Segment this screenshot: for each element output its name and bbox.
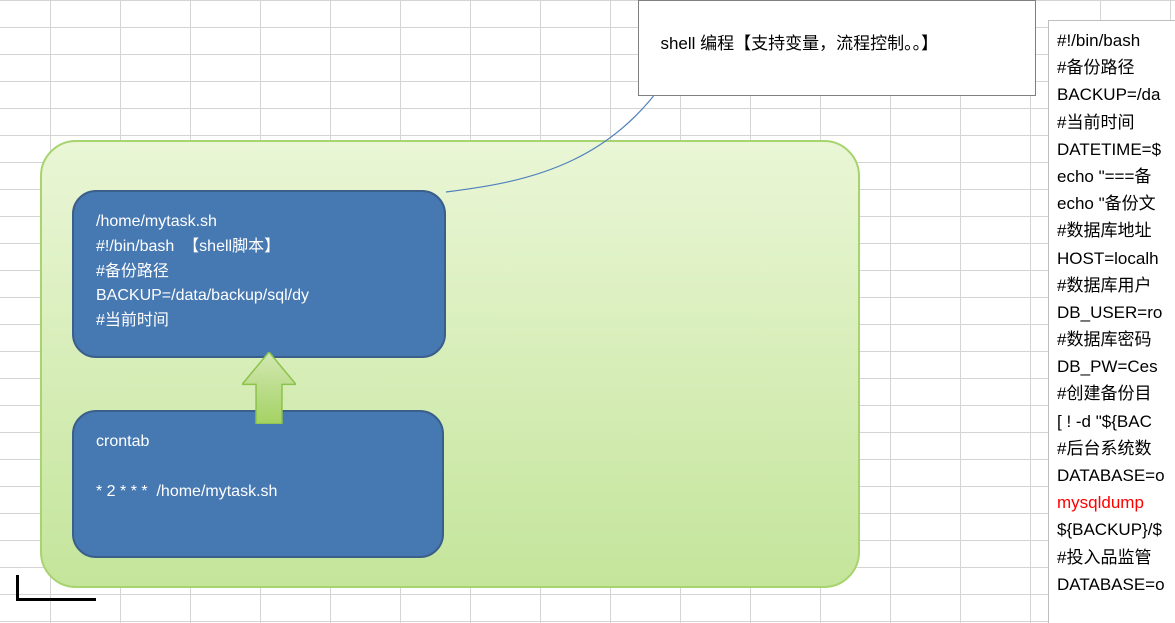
side-panel-line: #当前时间: [1057, 109, 1167, 136]
side-panel-line: #!/bin/bash: [1057, 27, 1167, 54]
side-panel-line: [ ! -d "${BAC: [1057, 408, 1167, 435]
side-panel-line: DATETIME=$: [1057, 136, 1167, 163]
side-panel-line: echo "备份文: [1057, 190, 1167, 217]
side-panel-line: DATABASE=o: [1057, 462, 1167, 489]
script-side-panel: #!/bin/bash#备份路径BACKUP=/da#当前时间DATETIME=…: [1048, 20, 1175, 623]
side-panel-line: HOST=localh: [1057, 245, 1167, 272]
side-panel-line: echo "===备: [1057, 163, 1167, 190]
up-arrow-icon: [242, 352, 296, 424]
callout-text: shell 编程【支持变量，流程控制。。】: [660, 34, 938, 53]
side-panel-line: ${BACKUP}/$: [1057, 516, 1167, 543]
bottom-bracket: [16, 575, 96, 601]
side-panel-line: mysqldump: [1057, 489, 1167, 516]
script-box: /home/mytask.sh #!/bin/bash 【shell脚本】 #备…: [72, 190, 446, 358]
side-panel-line: DB_USER=ro: [1057, 299, 1167, 326]
side-panel-line: #数据库用户: [1057, 272, 1167, 299]
side-panel-line: #投入品监管: [1057, 544, 1167, 571]
crontab-box: crontab * 2 * * * /home/mytask.sh: [72, 410, 444, 558]
callout-label: shell 编程【支持变量，流程控制。。】: [638, 0, 1036, 96]
side-panel-line: DATABASE=o: [1057, 571, 1167, 598]
side-panel-line: #备份路径: [1057, 54, 1167, 81]
side-panel-line: BACKUP=/da: [1057, 81, 1167, 108]
side-panel-line: #数据库地址: [1057, 217, 1167, 244]
side-panel-line: #后台系统数: [1057, 435, 1167, 462]
side-panel-line: #创建备份目: [1057, 380, 1167, 407]
side-panel-line: DB_PW=Ces: [1057, 353, 1167, 380]
side-panel-line: #数据库密码: [1057, 326, 1167, 353]
